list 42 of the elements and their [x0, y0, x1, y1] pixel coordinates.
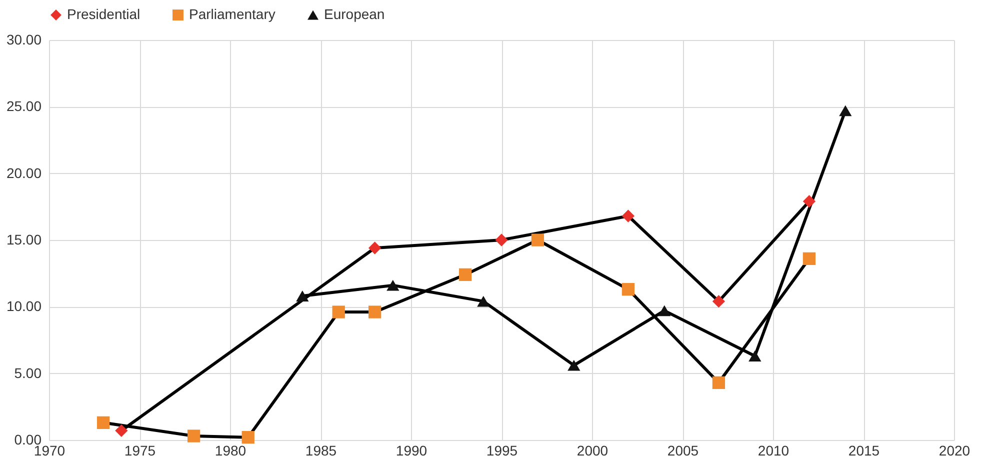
x-tick-label: 2005 — [667, 442, 699, 458]
x-tick-label: 2010 — [758, 442, 790, 458]
y-tick-label: 25.00 — [6, 98, 42, 114]
x-tick-label: 1985 — [305, 442, 337, 458]
point — [368, 306, 382, 318]
point — [386, 280, 400, 291]
point — [332, 306, 345, 318]
point — [495, 234, 508, 246]
point — [96, 416, 110, 429]
point — [296, 290, 309, 302]
point — [802, 195, 816, 208]
y-tick-label: 15.00 — [6, 232, 42, 248]
y-tick-label: 5.00 — [14, 364, 42, 381]
x-tick-label: 1980 — [214, 442, 246, 458]
y-tick-label: 20.00 — [6, 164, 42, 181]
point — [458, 268, 472, 281]
point — [622, 283, 635, 296]
x-tick-label: 1990 — [396, 442, 428, 458]
point — [712, 295, 726, 308]
x-tick-label: 2020 — [938, 442, 970, 458]
legend-label: Parliamentary — [189, 6, 276, 22]
legend-label: European — [324, 6, 385, 22]
point — [477, 296, 490, 307]
point — [368, 242, 382, 254]
y-tick-label: 10.00 — [6, 298, 42, 314]
x-tick-label: 2000 — [576, 442, 608, 458]
legend-label: Presidential — [67, 6, 140, 22]
point — [658, 305, 671, 316]
point — [839, 105, 852, 116]
x-tick-label: 1975 — [124, 442, 156, 458]
y-tick-label: 30.00 — [6, 32, 42, 48]
point — [187, 430, 200, 442]
point — [802, 252, 816, 265]
x-tick-label: 2015 — [848, 442, 880, 458]
point — [712, 376, 726, 389]
point — [748, 350, 762, 362]
point — [531, 234, 544, 246]
x-tick-label: 1995 — [486, 442, 518, 458]
point — [622, 210, 635, 222]
point — [115, 424, 128, 437]
point — [242, 431, 254, 444]
point — [568, 360, 580, 371]
